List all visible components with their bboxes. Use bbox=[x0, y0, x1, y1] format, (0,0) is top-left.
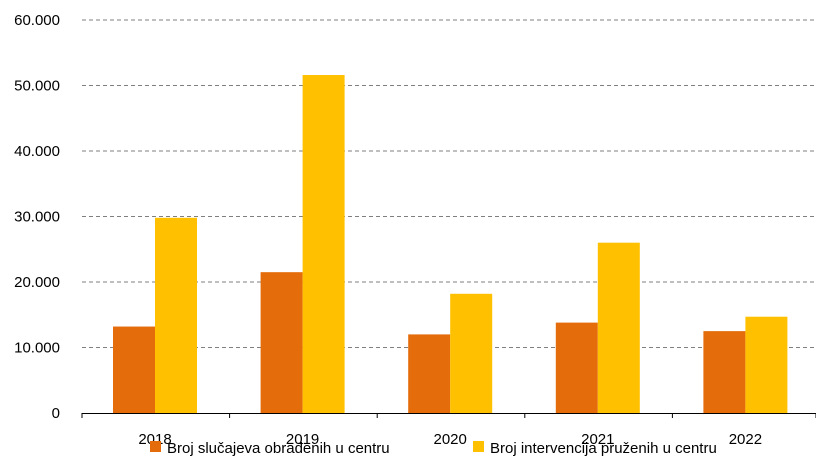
x-tick-label: 2022 bbox=[729, 431, 762, 448]
grid-layer bbox=[82, 19, 816, 348]
y-tick-label: 30.000 bbox=[14, 209, 60, 226]
legend-label-series-1: Broj slučajeva obrađenih u centru bbox=[167, 440, 390, 457]
bar-2021-series-2 bbox=[597, 242, 640, 413]
legend-label-series-2: Broj intervencija pruženih u centru bbox=[490, 440, 717, 457]
x-tick-label: 2020 bbox=[434, 431, 467, 448]
bar-2020-series-2 bbox=[450, 293, 493, 413]
legend-swatch-series-1 bbox=[150, 441, 161, 452]
axis-layer: 0 10.000 20.000 30.000 40.000 50.000 60.000 201… bbox=[14, 12, 816, 448]
x-tick-label: 2019 bbox=[286, 431, 319, 448]
y-tick-label: 20.000 bbox=[14, 274, 60, 291]
y-tick-label: 40.000 bbox=[14, 143, 60, 160]
bar-2022-series-2 bbox=[745, 316, 788, 413]
x-tick-label: 2021 bbox=[581, 431, 614, 448]
x-tick-label: 2018 bbox=[138, 431, 171, 448]
bar-2018-series-1 bbox=[113, 326, 155, 413]
y-tick-label: 0 bbox=[52, 405, 60, 422]
y-tick-label: 60.000 bbox=[14, 12, 60, 29]
bar-2020-series-1 bbox=[408, 334, 451, 413]
legend: Broj slučajeva obrađenih u centru Broj in… bbox=[150, 440, 717, 457]
bar-2018-series-2 bbox=[155, 217, 197, 413]
bar-2022-series-1 bbox=[703, 331, 746, 413]
bar-2021-series-1 bbox=[555, 322, 598, 413]
bar-layer bbox=[113, 75, 788, 414]
legend-swatch-series-2 bbox=[473, 441, 484, 452]
y-tick-label: 10.000 bbox=[14, 340, 60, 357]
bar-2019-series-2 bbox=[302, 75, 345, 414]
y-tick-label: 50.000 bbox=[14, 78, 60, 95]
bar-2019-series-1 bbox=[260, 272, 303, 413]
